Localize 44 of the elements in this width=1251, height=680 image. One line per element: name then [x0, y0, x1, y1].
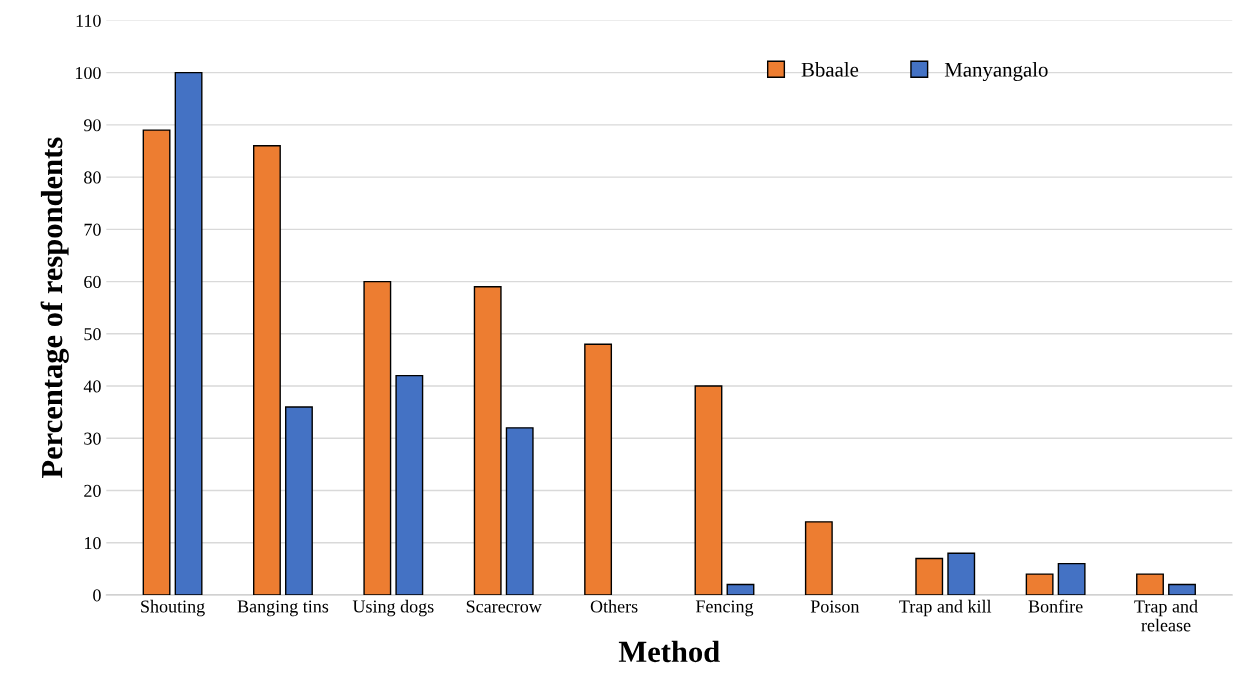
legend-label: Manyangalo: [944, 62, 1048, 82]
x-tick-label: Others: [590, 599, 638, 613]
y-tick-label: 30: [84, 432, 101, 445]
y-tick-label: 110: [76, 14, 101, 27]
x-tick-label: Banging tins: [237, 600, 329, 617]
y-tick-label: 50: [84, 328, 101, 341]
bar: [174, 71, 203, 595]
bar: [142, 129, 171, 595]
bar: [1136, 573, 1164, 595]
x-tick-label: Using dogs: [352, 599, 434, 617]
bar: [915, 557, 944, 595]
y-tick-label: 40: [83, 380, 101, 393]
x-tick-label: Fencing: [695, 600, 754, 617]
bar: [253, 145, 281, 595]
bar: [947, 552, 976, 595]
bar: [804, 521, 833, 595]
bar: [285, 406, 313, 595]
y-axis-title: Percentage of respondents: [40, 137, 69, 479]
bar: [1025, 573, 1054, 595]
bar: [363, 280, 392, 595]
y-tick-label: 100: [75, 66, 101, 80]
y-tick-label: 20: [84, 484, 101, 497]
y-tick-label: 90: [84, 119, 101, 132]
x-tick-label: Bonfire: [1028, 599, 1083, 613]
x-tick-label: Trap and kill: [899, 599, 992, 617]
bar: [1168, 583, 1196, 595]
x-tick-label: Trap and release: [1134, 599, 1198, 632]
x-axis-title: Method: [618, 640, 720, 663]
x-tick-label: Shouting: [141, 599, 205, 617]
x-tick-label: Scarecrow: [466, 600, 542, 613]
y-tick-label: 10: [85, 537, 101, 550]
y-tick-label: 60: [84, 275, 101, 289]
bar: [395, 374, 424, 595]
bar: [726, 583, 755, 595]
bar: [1057, 562, 1086, 595]
y-tick-label: 70: [84, 223, 101, 236]
bar: [505, 427, 534, 595]
y-tick-label: 80: [84, 171, 101, 184]
y-tick-label: 0: [93, 589, 101, 602]
x-tick-label: Poison: [810, 600, 860, 613]
bar: [694, 385, 723, 595]
bar: [473, 286, 502, 595]
legend-label: Bbaale: [801, 62, 859, 77]
bar: [584, 343, 613, 595]
